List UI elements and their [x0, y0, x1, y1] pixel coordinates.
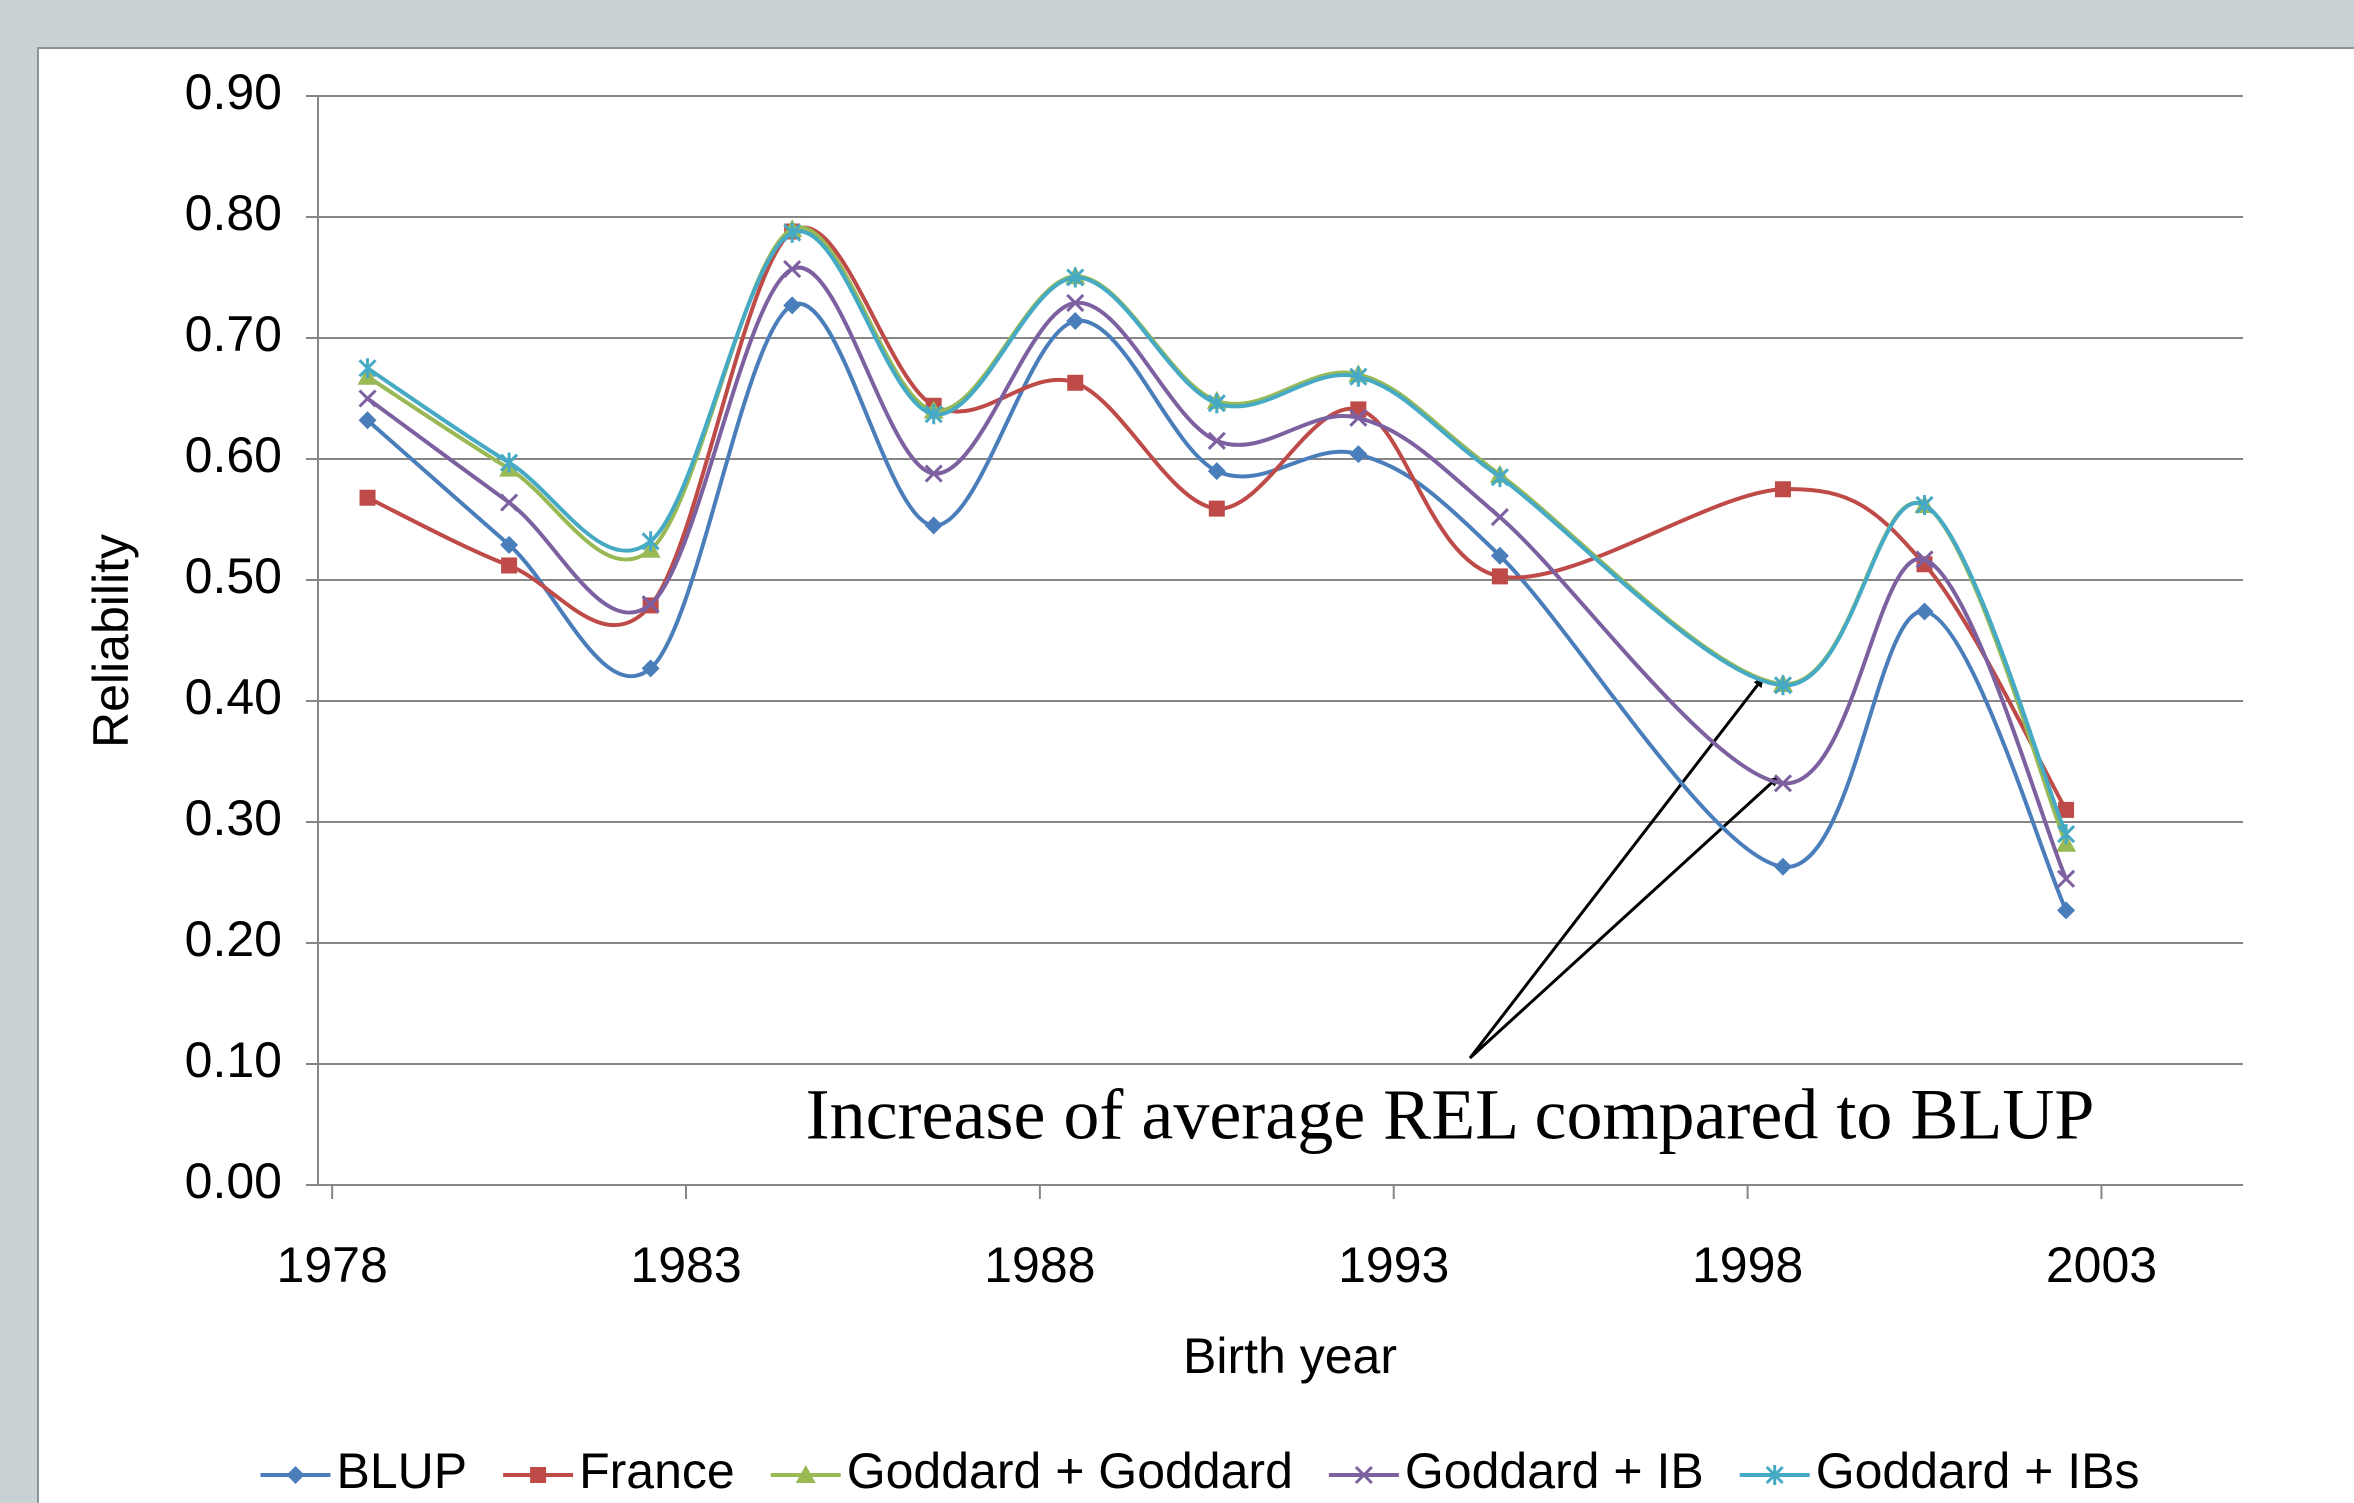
plot-area [357, 219, 2077, 920]
marker [1349, 408, 1368, 427]
marker [783, 259, 802, 279]
marker [1491, 568, 1508, 585]
marker [1490, 546, 1509, 565]
marker [1915, 602, 1934, 621]
annotation-arrow [1468, 775, 1780, 1060]
marker [1349, 445, 1368, 464]
marker [500, 452, 519, 473]
legend-item: France [503, 1443, 735, 1499]
y-tick-label: 0.50 [185, 548, 282, 604]
y-tick-label: 0.10 [185, 1032, 282, 1088]
marker [2057, 869, 2076, 888]
marker [1774, 481, 1791, 498]
y-tick-label: 0.30 [185, 790, 282, 846]
marker [783, 222, 802, 243]
marker [2057, 824, 2076, 845]
legend-label: Goddard + Goddard [847, 1443, 1293, 1499]
marker [1490, 467, 1509, 488]
marker [924, 516, 943, 535]
marker [358, 358, 377, 379]
y-axis-title: Reliability [83, 534, 139, 748]
legend-item: Goddard + IB [1328, 1443, 1704, 1499]
marker [1207, 393, 1226, 414]
marker [795, 1465, 816, 1483]
marker [641, 531, 660, 552]
marker [1207, 462, 1226, 481]
axes: 0.00 0.10 0.20 0.30 0.40 0.50 0.60 0.70 0.80 0.90… [185, 64, 2243, 1293]
marker [783, 296, 802, 315]
legend: BLUP France Goddard + Goddard Goddard + IB G… [260, 1443, 2140, 1499]
y-tick-label: 0.60 [185, 427, 282, 483]
marker [1066, 312, 1085, 331]
marker [1207, 431, 1226, 450]
y-tick-label: 0.70 [185, 306, 282, 362]
marker [500, 535, 519, 554]
annotation: Increase of average REL compared to BLUP [806, 1075, 2095, 1155]
marker [1773, 857, 1792, 876]
marker [359, 489, 376, 506]
legend-item: BLUP [260, 1443, 467, 1499]
y-tick-label: 0.00 [185, 1153, 282, 1209]
legend-label: Goddard + IBs [1816, 1443, 2140, 1499]
marker [1915, 494, 1934, 515]
marker [1066, 293, 1085, 312]
y-tick-label: 0.90 [185, 64, 282, 120]
x-tick-label: 1993 [1338, 1237, 1449, 1293]
y-tick-label: 0.20 [185, 911, 282, 967]
marker [1067, 374, 1084, 391]
marker [1349, 366, 1368, 387]
marker [286, 1466, 305, 1484]
legend-item: Goddard + IBs [1739, 1443, 2140, 1499]
x-axis-title: Birth year [1183, 1328, 1397, 1384]
marker [1066, 267, 1085, 288]
x-tick-label: 2003 [2046, 1237, 2157, 1293]
marker [500, 493, 519, 512]
x-tick-label: 1988 [984, 1237, 1095, 1293]
marker [1208, 500, 1225, 517]
legend-label: Goddard + IB [1405, 1443, 1704, 1499]
marker [358, 389, 377, 408]
marker [924, 464, 943, 483]
marker [2057, 901, 2076, 920]
marker [1490, 508, 1509, 527]
marker [1773, 675, 1793, 696]
chart-panel [37, 47, 2354, 1503]
marker [501, 557, 518, 574]
marker [1915, 550, 1934, 569]
x-tick-label: 1978 [277, 1237, 388, 1293]
legend-label: France [579, 1443, 735, 1499]
x-tick-label: 1998 [1692, 1237, 1803, 1293]
y-tick-label: 0.40 [185, 669, 282, 725]
marker [1354, 1465, 1373, 1485]
marker [530, 1467, 547, 1483]
marker [641, 659, 660, 678]
y-tick-label: 0.80 [185, 185, 282, 241]
series-line [366, 301, 2068, 912]
marker [1765, 1465, 1784, 1485]
marker [358, 411, 377, 430]
marker [2058, 801, 2075, 818]
x-tick-label: 1983 [630, 1237, 741, 1293]
marker [924, 404, 943, 425]
marker [1773, 774, 1793, 793]
legend-label: BLUP [336, 1443, 467, 1499]
marker [641, 595, 660, 614]
legend-item: Goddard + Goddard [770, 1443, 1293, 1499]
